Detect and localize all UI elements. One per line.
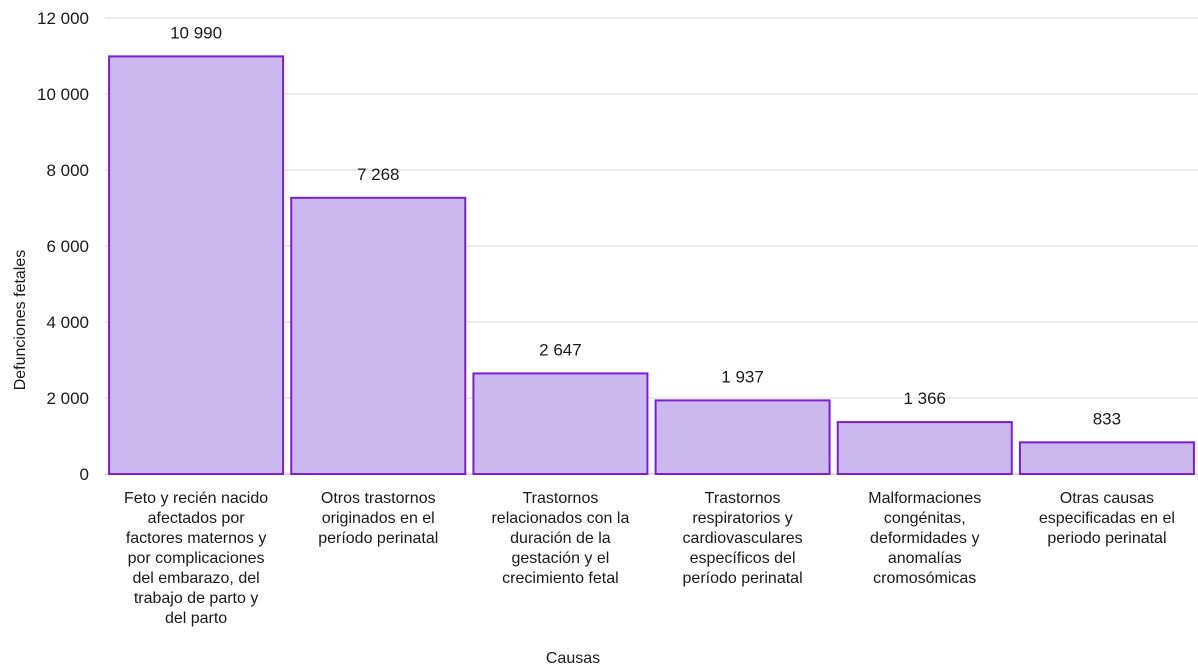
y-axis-ticks: 0 2 000 4 000 6 000 8 000 10 000 12 000 [37, 9, 89, 484]
category-label: Otros trastornos originados en el período … [318, 490, 438, 547]
data-label: 1 937 [721, 367, 764, 386]
y-tick-label: 12 000 [37, 9, 89, 28]
y-tick-label: 4 000 [46, 313, 89, 332]
category-label: Trastornos respiratorios y cardiovasculare… [683, 490, 803, 587]
x-axis-title: Causas [546, 650, 600, 667]
data-label: 1 366 [903, 389, 946, 408]
data-label: 833 [1093, 409, 1121, 428]
data-label: 10 990 [170, 23, 222, 42]
bar [472, 372, 649, 475]
bar [108, 55, 285, 475]
bar [654, 399, 831, 476]
data-label: 7 268 [357, 165, 400, 184]
y-tick-label: 8 000 [46, 161, 89, 180]
y-tick-label: 2 000 [46, 389, 89, 408]
bar [1018, 441, 1195, 476]
bars [108, 55, 1195, 476]
gridlines [105, 17, 1198, 475]
data-label: 2 647 [539, 340, 582, 359]
y-tick-label: 10 000 [37, 85, 89, 104]
data-labels: 10 990 7 268 2 647 1 937 1 366 833 [170, 23, 1121, 428]
category-label: Otras causas especificadas en el periodo p… [1039, 490, 1175, 547]
y-tick-label: 0 [80, 465, 89, 484]
category-label: Feto y recién nacido afectados por factore… [124, 490, 268, 627]
y-tick-label: 6 000 [46, 237, 89, 256]
bar [290, 196, 467, 475]
x-axis-categories: Feto y recién nacido afectados por factore… [124, 490, 1175, 627]
category-label: Trastornos relacionados con la duración de… [491, 490, 629, 587]
bar [836, 421, 1013, 476]
y-axis-title: Defunciones fetales [12, 250, 29, 391]
